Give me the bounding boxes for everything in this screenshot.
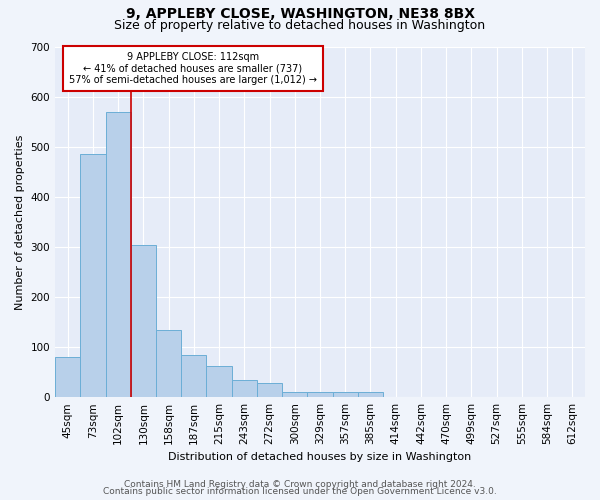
Bar — [106, 112, 131, 397]
Bar — [257, 383, 282, 397]
Bar — [206, 366, 232, 397]
X-axis label: Distribution of detached houses by size in Washington: Distribution of detached houses by size … — [169, 452, 472, 462]
Bar — [131, 246, 156, 397]
Text: Contains HM Land Registry data © Crown copyright and database right 2024.: Contains HM Land Registry data © Crown c… — [124, 480, 476, 489]
Bar — [307, 392, 332, 397]
Text: 9, APPLEBY CLOSE, WASHINGTON, NE38 8BX: 9, APPLEBY CLOSE, WASHINGTON, NE38 8BX — [125, 8, 475, 22]
Bar — [156, 330, 181, 397]
Bar — [181, 354, 206, 397]
Text: Contains public sector information licensed under the Open Government Licence v3: Contains public sector information licen… — [103, 488, 497, 496]
Text: Size of property relative to detached houses in Washington: Size of property relative to detached ho… — [115, 19, 485, 32]
Bar — [332, 392, 358, 397]
Bar — [80, 154, 106, 397]
Bar — [232, 380, 257, 397]
Bar — [282, 392, 307, 397]
Bar — [55, 357, 80, 397]
Bar — [358, 392, 383, 397]
Text: 9 APPLEBY CLOSE: 112sqm
← 41% of detached houses are smaller (737)
57% of semi-d: 9 APPLEBY CLOSE: 112sqm ← 41% of detache… — [69, 52, 317, 85]
Y-axis label: Number of detached properties: Number of detached properties — [15, 134, 25, 310]
